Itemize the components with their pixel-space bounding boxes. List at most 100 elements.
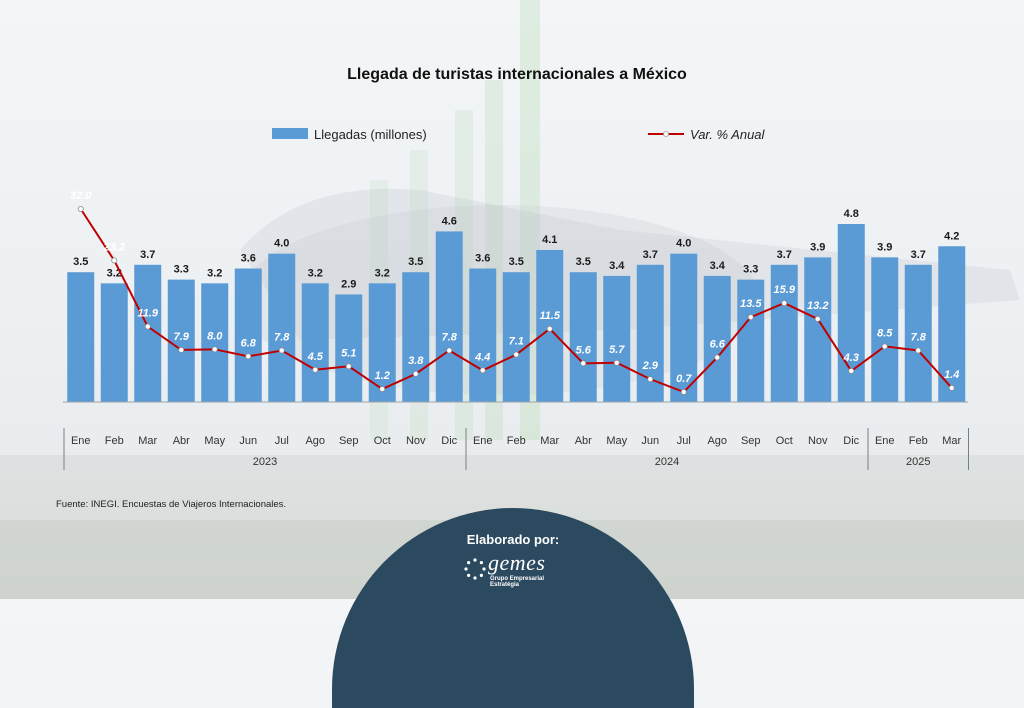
line-point — [479, 367, 486, 374]
line-point — [345, 363, 352, 370]
bar — [167, 279, 195, 402]
bar — [402, 272, 430, 402]
line-value-label: 7.1 — [509, 336, 524, 348]
line-value-label: 4.5 — [307, 351, 324, 363]
bar — [938, 246, 966, 402]
month-tick-label: Ene — [875, 435, 895, 447]
line-value-label: 32.0 — [70, 190, 92, 202]
bar-value-label: 2.9 — [341, 278, 356, 290]
credit-badge-title: Elaborado por: — [466, 532, 560, 547]
bar — [670, 253, 698, 402]
line-value-label: 4.3 — [843, 352, 859, 364]
legend-bar-swatch — [272, 128, 308, 139]
line-series — [77, 205, 955, 395]
bar — [770, 264, 798, 402]
bar — [737, 279, 765, 402]
month-tick-label: Jul — [677, 435, 691, 447]
bar-value-label: 4.0 — [676, 238, 691, 250]
month-tick-label: Jul — [275, 435, 289, 447]
bar — [201, 283, 229, 402]
month-tick-label: Feb — [105, 435, 124, 447]
line-point — [178, 346, 185, 353]
credit-badge: Elaborado por: gemes Grupo Empresarial E… — [332, 508, 694, 708]
bar-value-label: 3.7 — [777, 249, 792, 261]
line-value-label: 3.8 — [408, 355, 424, 367]
line-point — [948, 384, 955, 391]
bar — [100, 283, 128, 402]
line-point — [647, 376, 654, 383]
bar — [435, 231, 463, 402]
chart-title: Llegada de turistas internacionales a Mé… — [347, 66, 687, 83]
month-tick-label: Mar — [942, 435, 961, 447]
bar-value-label: 3.5 — [576, 256, 591, 268]
bar-value-label: 4.2 — [944, 230, 959, 242]
bar — [268, 253, 296, 402]
line-point — [848, 367, 855, 374]
line-value-label: 5.6 — [576, 344, 592, 356]
bar-value-label: 3.2 — [308, 267, 323, 279]
line-value-label: 11.9 — [137, 308, 158, 320]
line-point — [379, 386, 386, 393]
line-value-label: 13.2 — [807, 300, 828, 312]
month-tick-label: Jun — [641, 435, 659, 447]
bar — [904, 264, 932, 402]
line-value-label: 6.6 — [710, 339, 726, 351]
bar — [502, 272, 530, 402]
line-value-label: 5.1 — [341, 347, 356, 359]
line-value-label: 1.2 — [375, 370, 390, 382]
bar-value-label: 3.2 — [207, 267, 222, 279]
bar — [804, 257, 832, 402]
line-value-label: 7.9 — [174, 331, 190, 343]
bar-value-label: 3.7 — [643, 249, 658, 261]
year-label: 2024 — [655, 456, 679, 468]
bar — [703, 275, 731, 402]
month-tick-label: Jun — [239, 435, 257, 447]
bar-value-label: 3.6 — [475, 253, 490, 265]
bar-value-label: 3.4 — [609, 260, 625, 272]
bar — [335, 294, 363, 402]
month-tick-label: Abr — [173, 435, 190, 447]
line-point — [814, 315, 821, 322]
legend-line-marker — [663, 131, 669, 137]
bar-value-label: 3.7 — [140, 249, 155, 261]
bar-labels: 3.5 3.2 3.7 3.3 3.2 3.6 4.0 3.2 2.9 3.2 3.5 4.6 3.6 3… — [73, 208, 959, 290]
line-point — [546, 325, 553, 332]
line-point — [245, 353, 252, 360]
line-value-label: 0.7 — [676, 373, 692, 385]
company-logo: gemes Grupo Empresarial Estratégia — [460, 550, 570, 588]
month-tick-label: Dic — [441, 435, 457, 447]
bar-value-label: 3.2 — [107, 267, 122, 279]
line-point — [915, 347, 922, 354]
bar-value-label: 3.4 — [710, 260, 726, 272]
line-value-label: 5.7 — [609, 344, 625, 356]
month-tick-label: Ene — [473, 435, 493, 447]
month-tick-label: Nov — [406, 435, 426, 447]
line-point — [278, 347, 285, 354]
bar-value-label: 3.5 — [73, 256, 88, 268]
line-value-label: 8.0 — [207, 330, 223, 342]
month-tick-label: Ene — [71, 435, 91, 447]
month-tick-label: Feb — [507, 435, 526, 447]
bar — [837, 224, 865, 402]
bar — [871, 257, 899, 402]
line-point — [613, 359, 620, 366]
line-value-label: 23.2 — [103, 241, 125, 253]
bar — [67, 272, 95, 402]
bar-value-label: 4.8 — [844, 208, 859, 220]
bar-value-label: 3.9 — [877, 241, 892, 253]
line-point — [446, 347, 453, 354]
logo-wordmark: gemes — [488, 550, 546, 575]
line-point — [312, 366, 319, 373]
line-point — [714, 354, 721, 361]
month-tick-label: Sep — [741, 435, 761, 447]
line-value-label: 8.5 — [877, 327, 893, 339]
legend: Llegadas (millones) Var. % Anual — [272, 127, 766, 142]
line-point — [144, 323, 151, 330]
bar-value-label: 3.3 — [743, 264, 758, 276]
bar — [234, 268, 262, 402]
month-tick-label: May — [204, 435, 225, 447]
month-tick-label: Dic — [843, 435, 859, 447]
month-tick-label: Abr — [575, 435, 592, 447]
x-axis: Ene Feb Mar Abr May Jun Jul Ago Sep Oct Nov Dic Ene F… — [63, 428, 969, 470]
line-value-label: 6.8 — [241, 337, 257, 349]
